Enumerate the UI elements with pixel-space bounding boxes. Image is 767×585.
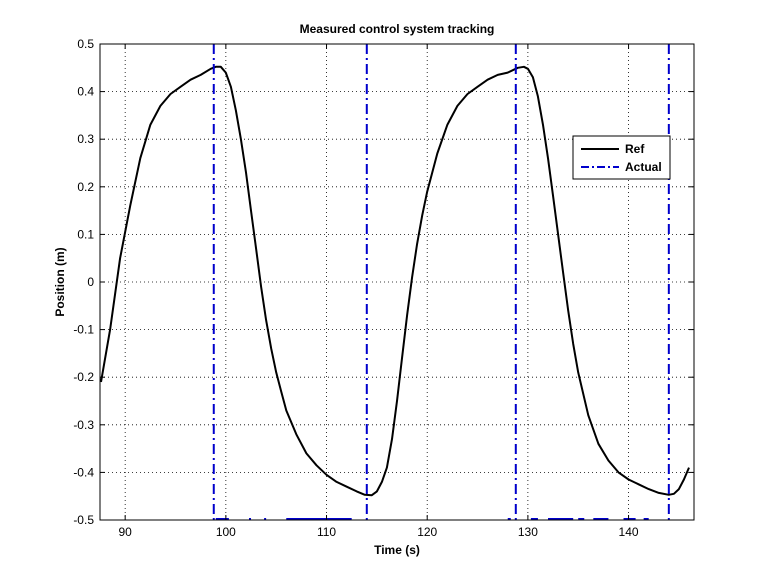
y-axis-label: Position (m) <box>53 247 67 316</box>
legend-label-actual: Actual <box>625 160 662 174</box>
y-tick-label-7: 0.2 <box>77 180 94 194</box>
y-tick-label-6: 0.1 <box>77 227 94 241</box>
y-tick-label-2: -0.3 <box>73 418 94 432</box>
x-tick-label-5: 140 <box>619 525 639 539</box>
x-tick-label-4: 130 <box>518 525 538 539</box>
legend-label-ref: Ref <box>625 142 645 156</box>
y-tick-label-10: 0.5 <box>77 37 94 51</box>
y-tick-label-8: 0.3 <box>77 132 94 146</box>
x-tick-label-0: 90 <box>118 525 132 539</box>
series-ref-line <box>100 65 690 497</box>
y-tick-label-0: -0.5 <box>73 513 94 527</box>
y-tick-label-5: 0 <box>87 275 94 289</box>
y-tick-label-4: -0.1 <box>73 323 94 337</box>
x-tick-label-3: 120 <box>417 525 437 539</box>
y-tick-label-3: -0.2 <box>73 370 94 384</box>
x-tick-label-2: 110 <box>317 525 336 539</box>
x-tick-label-1: 100 <box>216 525 236 539</box>
x-axis-label: Time (s) <box>374 543 420 557</box>
axis-ticks: 90 100 110 120 130 140 -0.5 -0.4 -0.3 -0.2 -0.1 0 0.… <box>73 37 694 539</box>
y-tick-label-9: 0.4 <box>77 85 94 99</box>
legend-box <box>572 135 671 180</box>
y-tick-label-1: -0.4 <box>73 465 94 479</box>
plot-area <box>100 44 690 520</box>
chart-title: Measured control system tracking <box>300 22 495 36</box>
legend: Ref Actual <box>572 135 671 180</box>
